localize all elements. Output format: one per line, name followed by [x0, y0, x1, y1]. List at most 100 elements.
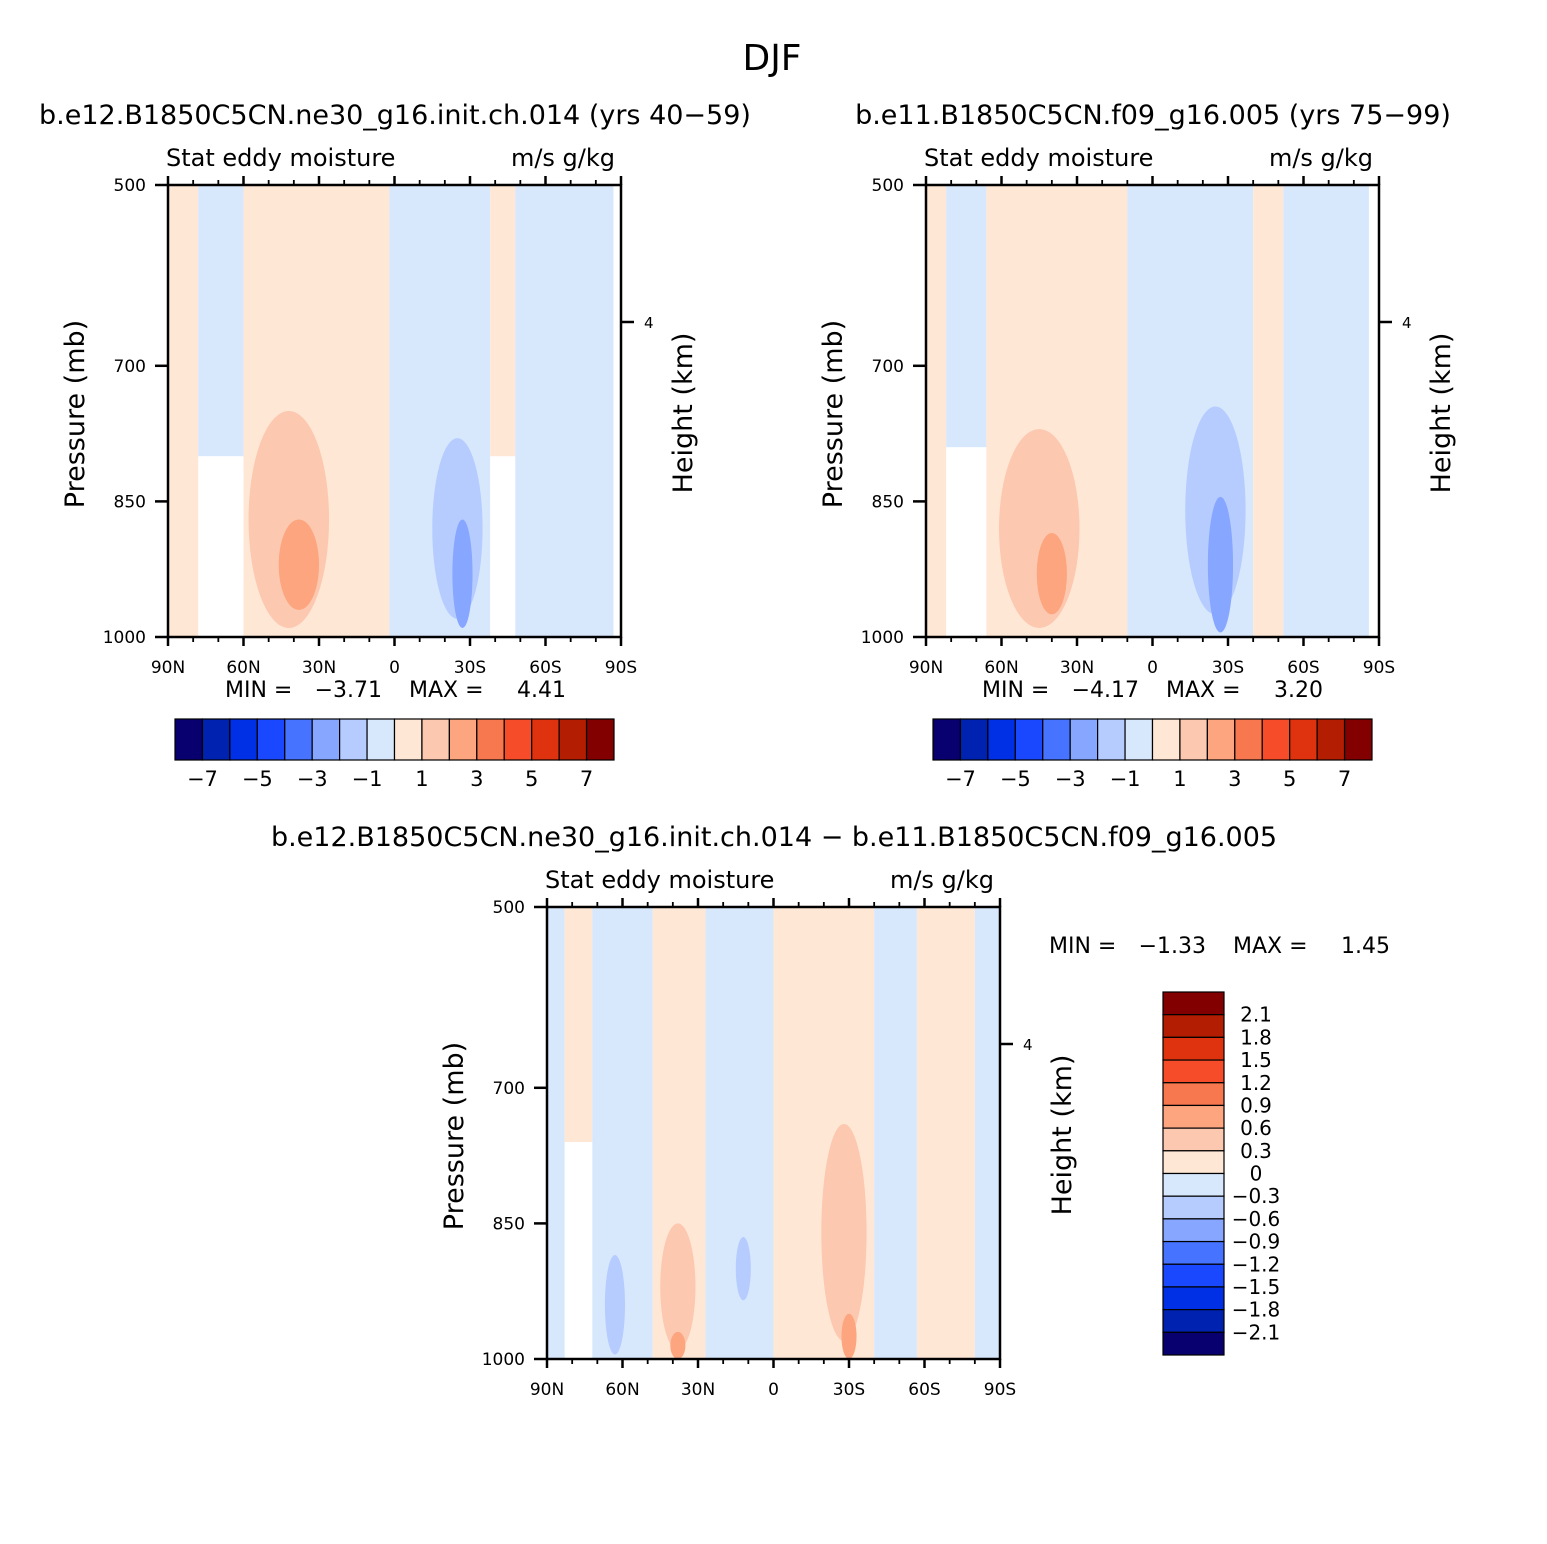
colorbar-label: −0.3: [1232, 1184, 1281, 1208]
colorbar-label: −1.8: [1232, 1298, 1281, 1322]
contour-region: [974, 907, 1000, 1359]
colorbar-swatch: [1162, 1036, 1225, 1061]
colorbar-swatch: [585, 718, 615, 761]
colorbar-swatch: [1289, 718, 1318, 761]
panel-title: b.e12.B1850C5CN.ne30_g16.init.ch.014 − b…: [271, 822, 1277, 853]
colorbar-label: 1: [415, 767, 428, 791]
x-tick-label: 30N: [302, 658, 336, 678]
colorbar-swatch: [1162, 1082, 1225, 1107]
panel-2: b.e11.B1850C5CN.f09_g16.005 (yrs 75−99) S…: [818, 100, 1457, 791]
colorbar: −7 −5 −3 −1 1 3 5 7: [932, 718, 1373, 791]
x-tick-label: 30S: [833, 1380, 865, 1400]
y-tick-label: 500: [493, 898, 525, 918]
colorbar-swatch: [1042, 718, 1071, 761]
contour-blob: [1036, 533, 1067, 615]
min-label: MIN =: [1049, 934, 1116, 959]
colorbar-swatch: [1162, 1240, 1225, 1265]
colorbar-label: −7: [187, 767, 218, 791]
colorbar-swatch: [421, 718, 450, 761]
colorbar-swatch: [448, 718, 478, 761]
colorbar-swatch: [476, 718, 505, 761]
colorbar-swatch: [1162, 1014, 1225, 1038]
contour-blob: [604, 1255, 626, 1355]
x-tick-label: 60S: [1287, 658, 1319, 678]
x-tick-label: 90S: [1363, 658, 1395, 678]
min-value: −3.71: [315, 678, 382, 703]
contour-field: [547, 907, 1000, 1359]
colorbar-label: −1.5: [1232, 1275, 1281, 1299]
panel-3: b.e12.B1850C5CN.ne30_g16.init.ch.014 − b…: [271, 822, 1390, 1400]
x-tick-label: 0: [389, 658, 400, 678]
y-tick-label: 700: [114, 357, 146, 377]
colorbar-swatch: [229, 718, 258, 761]
x-tick-label: 0: [768, 1380, 779, 1400]
colorbar-swatch: [1206, 718, 1236, 761]
contour-region: [874, 907, 917, 1359]
x-tick-label: 60S: [529, 658, 561, 678]
colorbar-swatch: [1179, 718, 1208, 761]
y2-tick-label: 4: [644, 314, 654, 332]
contour-blob: [452, 519, 473, 628]
colorbar-swatch: [1151, 718, 1181, 761]
contour-region: [1283, 185, 1369, 637]
contour-region: [515, 185, 614, 637]
y-tick-label: 700: [493, 1079, 525, 1099]
y-tick-label: 500: [114, 176, 146, 196]
colorbar-label: 1.2: [1240, 1071, 1272, 1095]
y2-axis-title: Height (km): [668, 333, 699, 494]
panel-1: b.e12.B1850C5CN.ne30_g16.init.ch.014 (yr…: [39, 100, 751, 791]
colorbar-swatch: [1162, 1172, 1225, 1197]
colorbar-label: 2.1: [1240, 1003, 1272, 1027]
colorbar-swatch: [1162, 1104, 1225, 1129]
colorbar-label: −7: [945, 767, 976, 791]
x-tick-label: 90S: [984, 1380, 1016, 1400]
colorbar-label: −1: [1110, 767, 1141, 791]
x-tick-label: 90N: [909, 658, 943, 678]
colorbar-swatch: [1162, 1127, 1225, 1152]
colorbar-swatch: [1234, 718, 1263, 761]
colorbar-swatch: [1162, 1218, 1225, 1243]
y-axis-title: Pressure (mb): [439, 1042, 470, 1230]
panels: b.e12.B1850C5CN.ne30_g16.init.ch.014 (yr…: [39, 100, 1457, 1400]
contour-region: [490, 185, 516, 457]
y2-tick-label: 4: [1402, 314, 1412, 332]
contour-blob: [278, 519, 319, 610]
colorbar-swatch: [1343, 718, 1373, 761]
figure-title: DJF: [742, 38, 801, 79]
contour-region: [926, 185, 947, 637]
colorbar-swatch: [1162, 1195, 1225, 1220]
colorbar-label: 5: [525, 767, 538, 791]
units-label: m/s g/kg: [511, 144, 615, 172]
x-tick-label: 90S: [605, 658, 637, 678]
colorbar-label: −1: [352, 767, 383, 791]
x-tick-label: 60S: [908, 1380, 940, 1400]
y-axis-title: Pressure (mb): [818, 320, 849, 508]
y-tick-label: 500: [872, 176, 904, 196]
contour-blob: [821, 1123, 867, 1341]
contour-region: [1253, 185, 1284, 637]
colorbar-label: 1: [1173, 767, 1186, 791]
panel-title: b.e11.B1850C5CN.f09_g16.005 (yrs 75−99): [855, 100, 1451, 131]
x-tick-label: 60N: [605, 1380, 639, 1400]
colorbar-label: −0.9: [1232, 1230, 1281, 1254]
colorbar-swatch: [1162, 1331, 1225, 1356]
contour-region: [564, 907, 593, 1143]
contour-region: [547, 907, 565, 1359]
colorbar-swatch: [1097, 718, 1126, 761]
colorbar-label: 1.5: [1240, 1048, 1272, 1072]
colorbar-swatch: [1316, 718, 1346, 761]
contour-blob: [660, 1223, 696, 1350]
colorbar-swatch: [987, 718, 1016, 761]
colorbar-label: −5: [242, 767, 273, 791]
colorbar-label: 0: [1250, 1162, 1263, 1186]
variable-label: Stat eddy moisture: [924, 144, 1153, 172]
max-value: 4.41: [517, 678, 566, 703]
variable-label: Stat eddy moisture: [545, 866, 774, 894]
colorbar-swatch: [1162, 1286, 1225, 1311]
colorbar: −7 −5 −3 −1 1 3 5 7: [174, 718, 615, 791]
contour-blob: [1207, 496, 1234, 633]
contour-blob: [670, 1331, 686, 1359]
contour-field: [168, 185, 614, 637]
colorbar: 2.11.81.51.20.90.60.30−0.3−0.6−0.9−1.2−1…: [1162, 991, 1281, 1356]
colorbar-label: −3: [297, 767, 328, 791]
